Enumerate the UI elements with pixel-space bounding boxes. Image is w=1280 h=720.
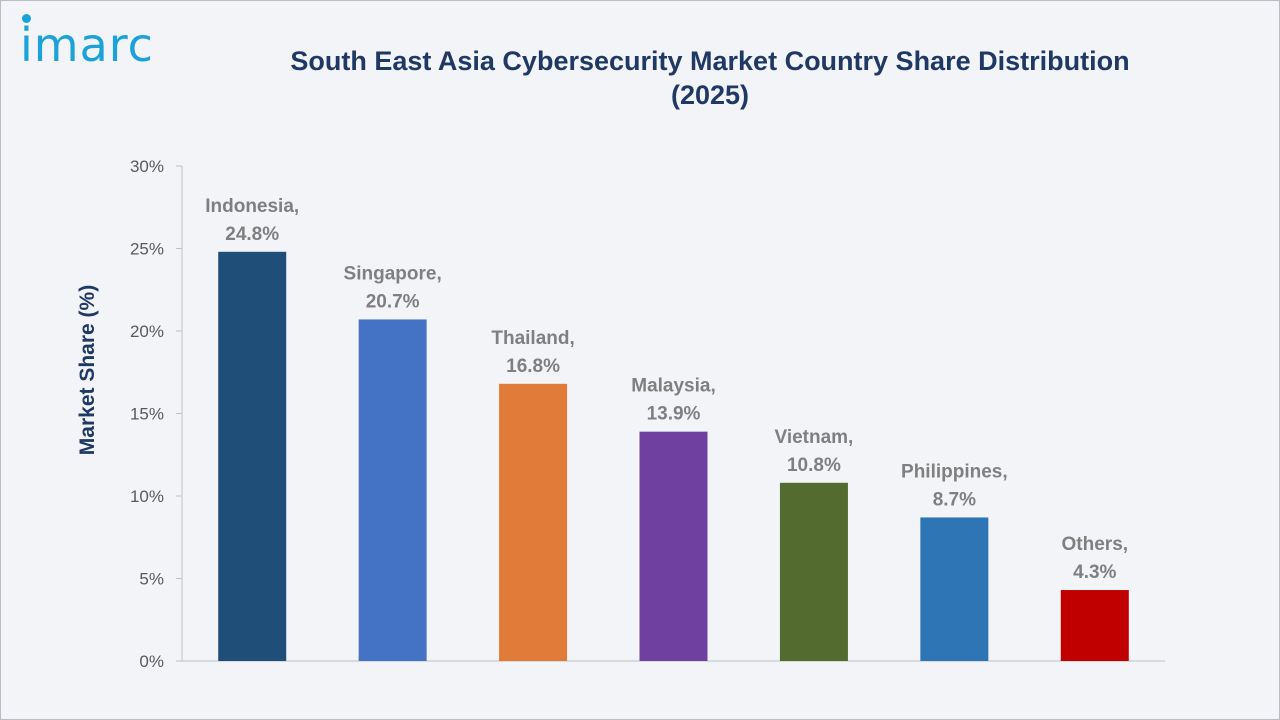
label-layer: Indonesia, 24.8% Singapore, 20.7% Thailand, 1… [205, 196, 1128, 583]
bar-category-label: Indonesia, [205, 196, 299, 217]
y-tick-label: 15% [130, 405, 164, 424]
bar-category-label: Philippines, [901, 461, 1008, 482]
bar-category-label: Thailand, [491, 328, 574, 349]
y-tick-label: 20% [130, 322, 164, 341]
bar-layer [218, 251, 1129, 662]
bar-value-label: 8.7% [933, 489, 976, 510]
y-tick-label: 30% [130, 157, 164, 176]
bar-category-label: Others, [1062, 534, 1129, 555]
chart-title-line2: (2025) [670, 80, 750, 110]
bar-vietnam [779, 482, 848, 661]
bar-malaysia [639, 431, 708, 661]
logo-dot-icon [22, 14, 31, 23]
axis-layer: 0% 5% 10% 15% 20% 25% 30% [130, 157, 1165, 671]
bar-value-label: 24.8% [225, 224, 279, 245]
y-tick-label: 10% [130, 487, 164, 506]
bar-others [1060, 590, 1129, 661]
bar-value-label: 4.3% [1073, 562, 1116, 583]
bar-value-label: 16.8% [506, 356, 560, 377]
bar-category-label: Singapore, [344, 263, 442, 284]
y-tick-label: 0% [139, 652, 164, 671]
bar-value-label: 13.9% [647, 404, 701, 425]
y-tick-label: 25% [130, 240, 164, 259]
bar-category-label: Malaysia, [631, 376, 716, 397]
bar-thailand [499, 383, 568, 661]
bar-philippines [920, 517, 989, 661]
bar-value-label: 20.7% [366, 291, 420, 312]
chart-title-line1: South East Asia Cybersecurity Market Cou… [290, 46, 1130, 76]
bar-value-label: 10.8% [787, 455, 841, 476]
imarc-logo: imarc [20, 18, 154, 72]
bar-singapore [358, 319, 427, 661]
bar-indonesia [218, 251, 287, 662]
bar-category-label: Vietnam, [774, 427, 853, 448]
y-tick-label: 5% [139, 570, 164, 589]
chart-title: South East Asia Cybersecurity Market Cou… [260, 44, 1160, 112]
